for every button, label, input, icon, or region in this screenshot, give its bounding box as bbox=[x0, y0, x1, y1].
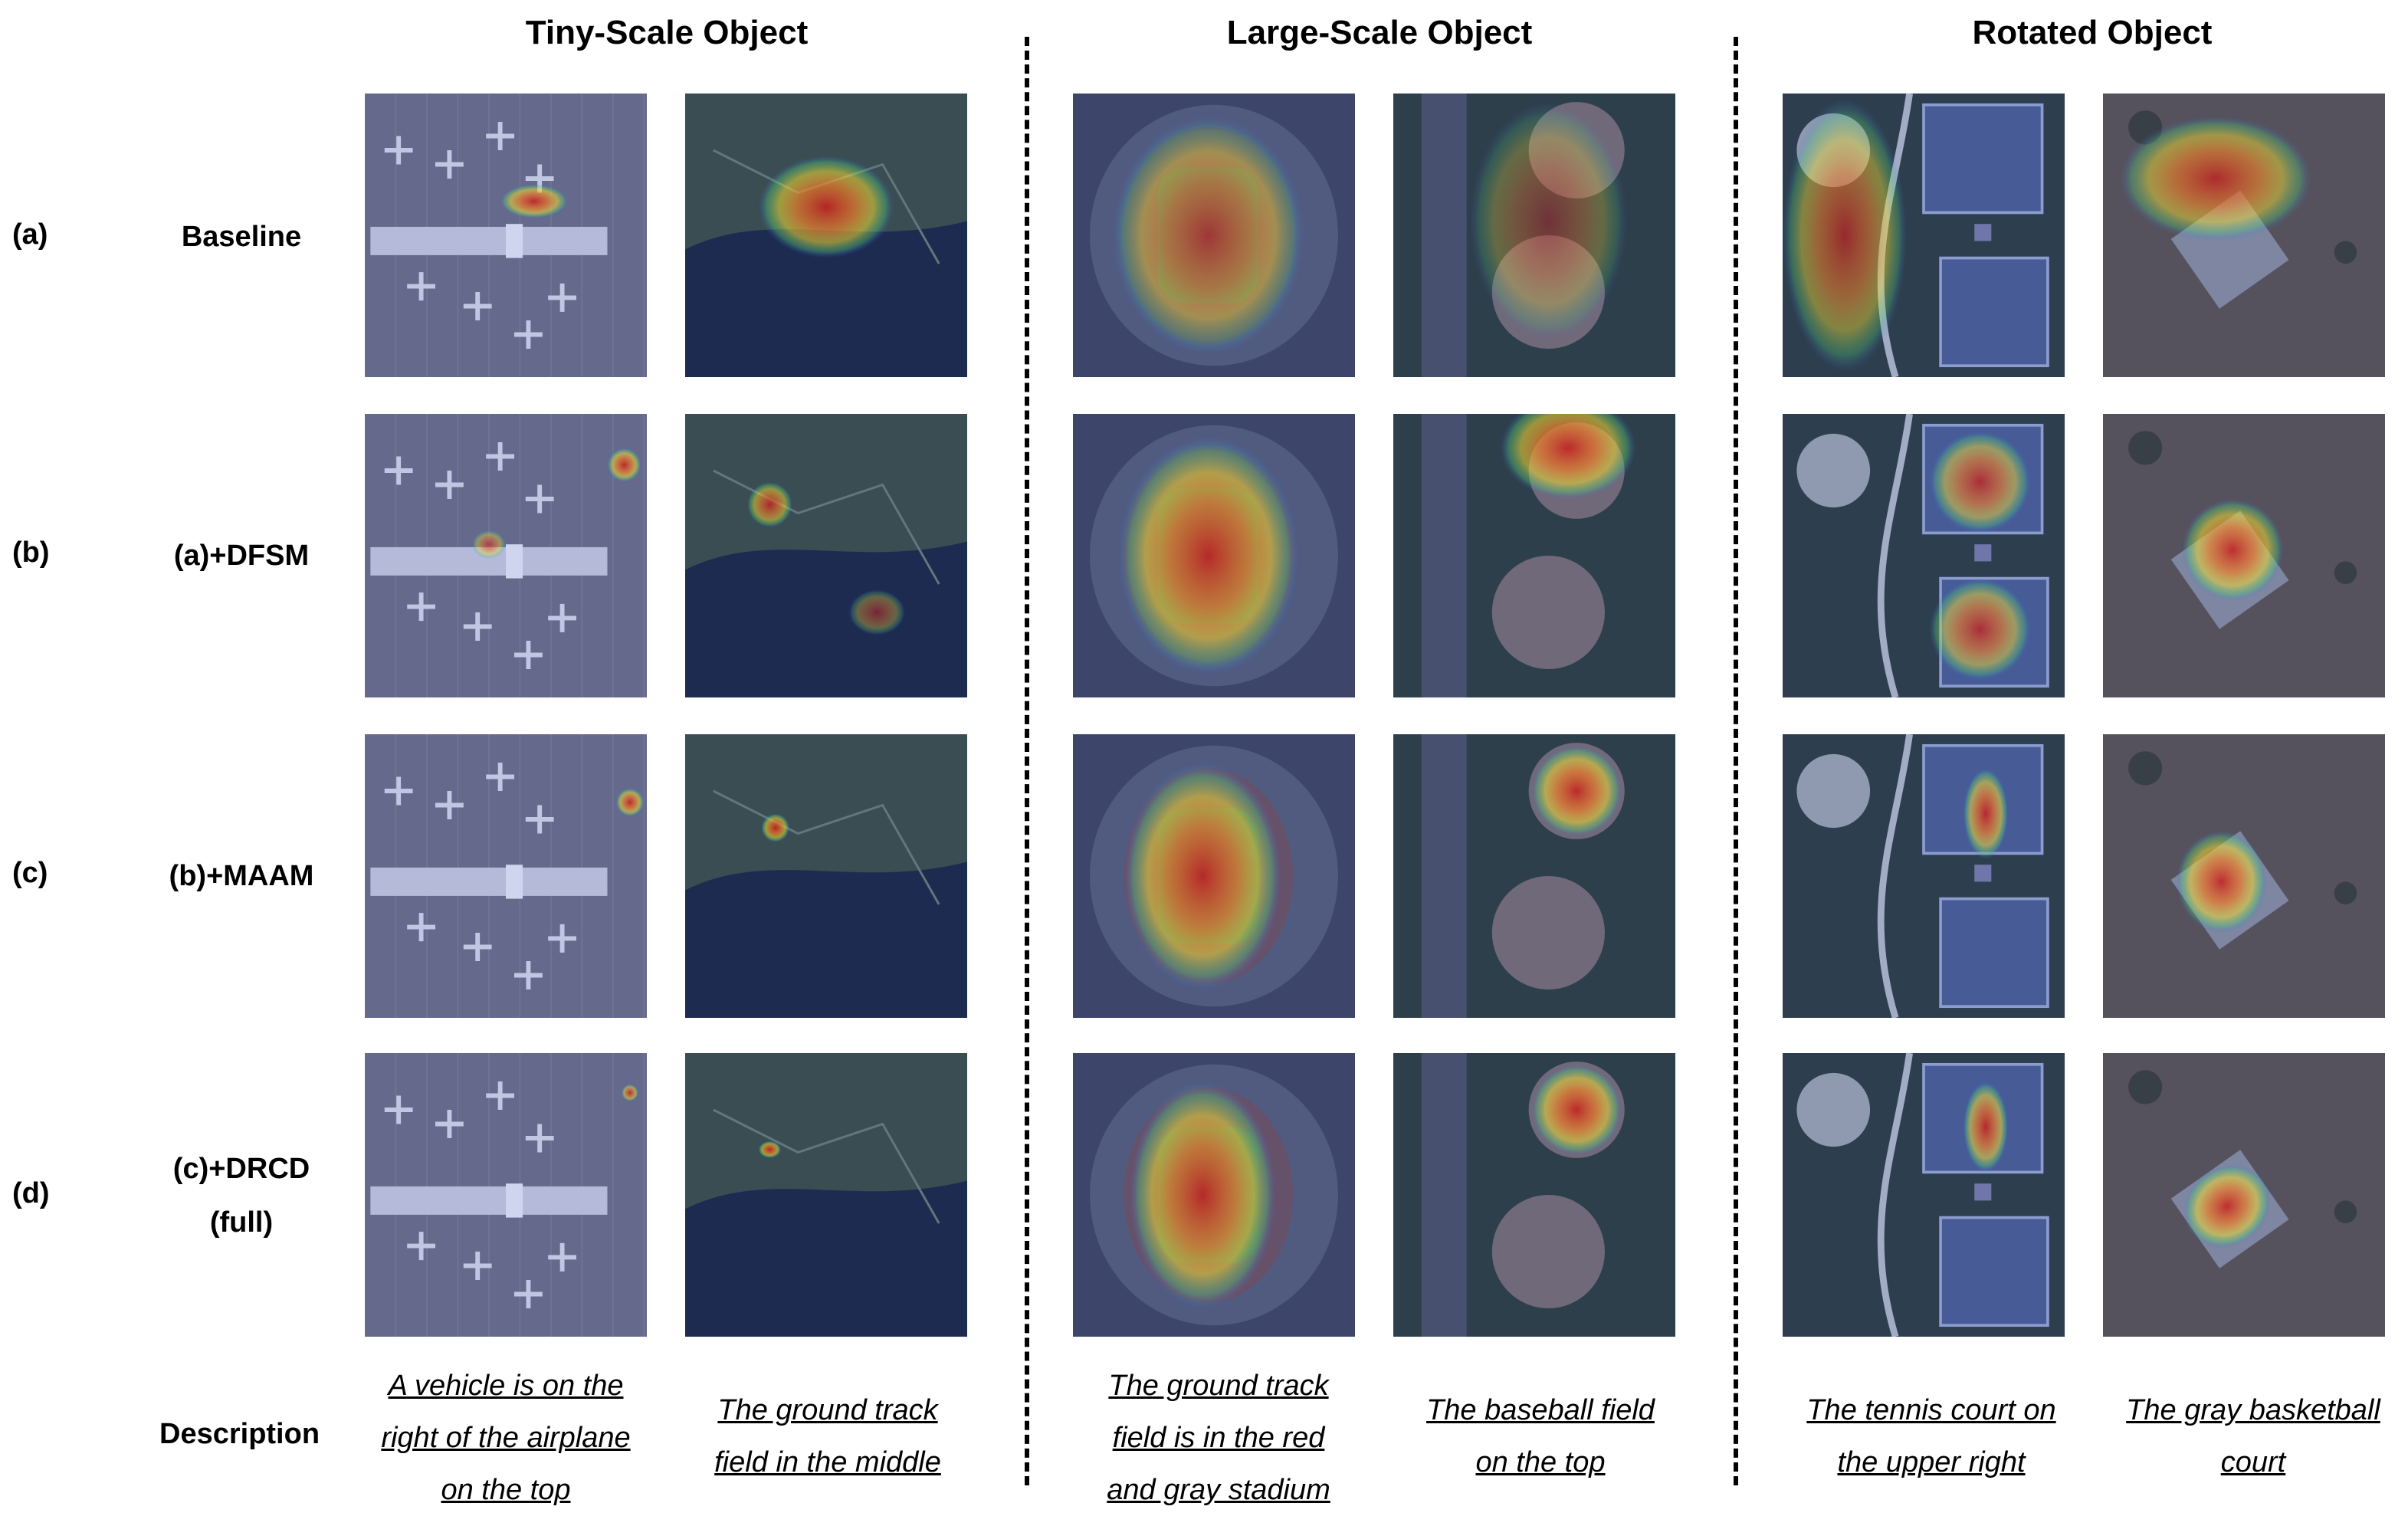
row-name-drcd: (c)+DRCD (full) bbox=[172, 1153, 310, 1239]
group-title-rotated: Rotated Object bbox=[1972, 14, 2213, 51]
caption-col-1: A vehicle is on the right of the airplan… bbox=[381, 1370, 631, 1506]
heatmap-airport-row-2 bbox=[365, 414, 647, 697]
heatmap-baseball-row-1 bbox=[1393, 94, 1675, 377]
row-label-d: (d) bbox=[12, 1177, 50, 1209]
heatmap-basketball-row-3 bbox=[2103, 734, 2385, 1018]
caption-col-6: The gray basketball court bbox=[2126, 1394, 2380, 1478]
heatmap-basketball-row-1 bbox=[2103, 94, 2385, 377]
heatmap-basketball-row-4 bbox=[2103, 1053, 2385, 1337]
caption-col-3: The ground track field is in the red and… bbox=[1107, 1370, 1330, 1506]
heatmap-stadium-row-2 bbox=[1073, 414, 1355, 697]
divider-right bbox=[1734, 37, 1738, 1485]
heatmap-rural-row-3 bbox=[685, 734, 967, 1018]
heatmap-rural-row-4 bbox=[685, 1053, 967, 1337]
heatmap-stadium-row-4 bbox=[1073, 1053, 1355, 1337]
caption-col-2: The ground track field in the middle bbox=[714, 1394, 941, 1478]
caption-col-5: The tennis court on the upper right bbox=[1806, 1394, 2056, 1478]
heatmap-baseball-row-2 bbox=[1393, 414, 1675, 697]
row-name-baseline: Baseline bbox=[181, 221, 302, 253]
divider-left bbox=[1025, 37, 1029, 1485]
heatmap-stadium-row-3 bbox=[1073, 734, 1355, 1018]
description-label: Description bbox=[159, 1418, 320, 1450]
heatmap-airport-row-3 bbox=[365, 734, 647, 1018]
heatmap-tennis-row-1 bbox=[1783, 94, 2065, 377]
heatmap-tennis-row-4 bbox=[1783, 1053, 2065, 1337]
heatmap-airport-row-4 bbox=[365, 1053, 647, 1337]
group-title-large: Large-Scale Object bbox=[1226, 14, 1533, 51]
row-name-maam: (b)+MAAM bbox=[169, 860, 314, 892]
heatmap-stadium-row-1 bbox=[1073, 94, 1355, 377]
row-name-dfsm: (a)+DFSM bbox=[173, 540, 310, 572]
row-label-a: (a) bbox=[12, 218, 48, 251]
heatmap-baseball-row-4 bbox=[1393, 1053, 1675, 1337]
heatmap-rural-row-2 bbox=[685, 414, 967, 697]
row-label-c: (c) bbox=[12, 857, 48, 889]
heatmap-tennis-row-2 bbox=[1783, 414, 2065, 697]
heatmap-tennis-row-3 bbox=[1783, 734, 2065, 1018]
heatmap-basketball-row-2 bbox=[2103, 414, 2385, 697]
heatmap-airport-row-1 bbox=[365, 94, 647, 377]
heatmap-baseball-row-3 bbox=[1393, 734, 1675, 1018]
row-label-b: (b) bbox=[12, 537, 50, 569]
caption-col-4: The baseball field on the top bbox=[1426, 1394, 1655, 1478]
heatmap-rural-row-1 bbox=[685, 94, 967, 377]
group-title-tiny: Tiny-Scale Object bbox=[525, 14, 809, 51]
